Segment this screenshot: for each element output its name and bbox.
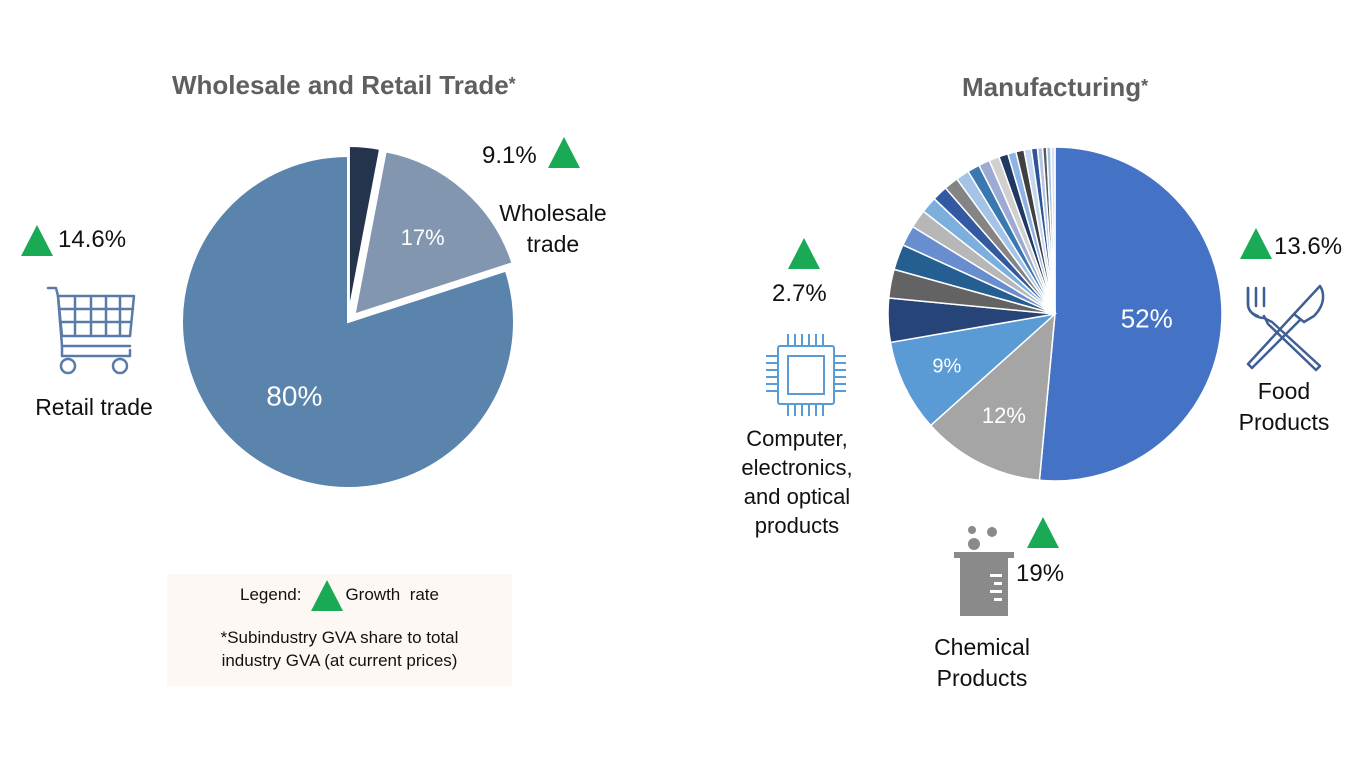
legend-prefix: Legend: <box>240 585 302 604</box>
legend-growth-up-icon <box>311 579 344 611</box>
shopping-cart-icon <box>46 286 136 375</box>
wholesale-growth-up-icon <box>548 137 580 168</box>
pie-data-label-computer-electronics-and-optical-products: 9% <box>932 355 961 377</box>
wholesale-trade-label-line1: Wholesale <box>499 200 607 226</box>
wholesale-retail-title-star: * <box>508 74 516 94</box>
legend-note-line1: *Subindustry GVA share to total <box>220 628 459 647</box>
retail-growth-up-icon <box>21 225 53 256</box>
pie-slice-chemical-products <box>929 312 1056 482</box>
pie-data-label-food-products: 52% <box>1121 303 1173 333</box>
wholesale-growth-value: 9.1% <box>482 142 537 169</box>
food-products-label-line2: Products <box>1238 409 1330 435</box>
manufacturing-title-text: Manufacturing <box>962 72 1142 102</box>
microchip-icon <box>766 334 846 416</box>
food-products-label: Food Products <box>1224 376 1344 438</box>
pie-data-label-chemical-products: 12% <box>982 403 1026 428</box>
pie-data-label-retail-trade: 80% <box>266 380 322 411</box>
computer-products-label-line3: and optical <box>743 484 851 509</box>
wholesale-retail-title-text: Wholesale and Retail Trade <box>172 70 509 100</box>
computer-growth-up-icon <box>788 238 820 269</box>
manufacturing-title-star: * <box>1141 76 1149 96</box>
legend-note-line2: industry GVA (at current prices) <box>221 651 458 670</box>
wholesale-retail-pie-chart: 17% 80% <box>181 145 515 489</box>
pie-slice-other-23 <box>1050 146 1056 315</box>
pie-slice-other-0 <box>347 145 382 313</box>
computer-products-label: Computer, electronics, and optical produ… <box>726 424 868 540</box>
computer-products-label-line1: Computer, <box>746 426 848 451</box>
legend-growth-text: Growth rate <box>345 585 439 604</box>
food-growth-value: 13.6% <box>1274 233 1343 260</box>
pie-slice-food-products <box>1038 146 1223 482</box>
computer-products-label-line2: electronics, <box>741 455 853 480</box>
beaker-icon <box>954 526 1014 616</box>
chemical-growth-value: 19% <box>1016 560 1065 587</box>
wholesale-trade-label-line2: trade <box>526 231 580 257</box>
retail-growth-value: 14.6% <box>58 226 127 253</box>
pie-slice-wholesale-trade <box>353 150 514 316</box>
legend-note: *Subindustry GVA share to total industry… <box>167 626 512 672</box>
chemical-growth-up-icon <box>1027 517 1059 548</box>
chemical-products-label-line2: Products <box>936 665 1028 691</box>
retail-trade-label: Retail trade <box>35 394 153 420</box>
manufacturing-pie-chart: 52% 12% 9% <box>887 146 1223 482</box>
pie-slice-computer-electronics-and-optical-products <box>889 312 1058 427</box>
pie-data-label-wholesale-trade: 17% <box>401 225 445 250</box>
computer-products-label-line4: products <box>754 513 840 538</box>
legend-box: Legend: Growth rate *Subindustry GVA sha… <box>167 574 512 686</box>
food-growth-up-icon <box>1240 228 1272 259</box>
wholesale-trade-label: Wholesale trade <box>488 198 618 260</box>
wholesale-retail-title: Wholesale and Retail Trade* <box>172 70 516 101</box>
computer-growth-value: 2.7% <box>772 280 827 307</box>
chemical-products-label: Chemical Products <box>912 632 1052 694</box>
manufacturing-title: Manufacturing* <box>962 72 1148 103</box>
food-products-label-line1: Food <box>1257 378 1311 404</box>
chemical-products-label-line1: Chemical <box>934 634 1030 660</box>
legend-row: Legend: Growth rate <box>167 579 512 611</box>
fork-knife-icon <box>1246 284 1325 372</box>
pie-slice-retail-trade <box>181 154 515 489</box>
